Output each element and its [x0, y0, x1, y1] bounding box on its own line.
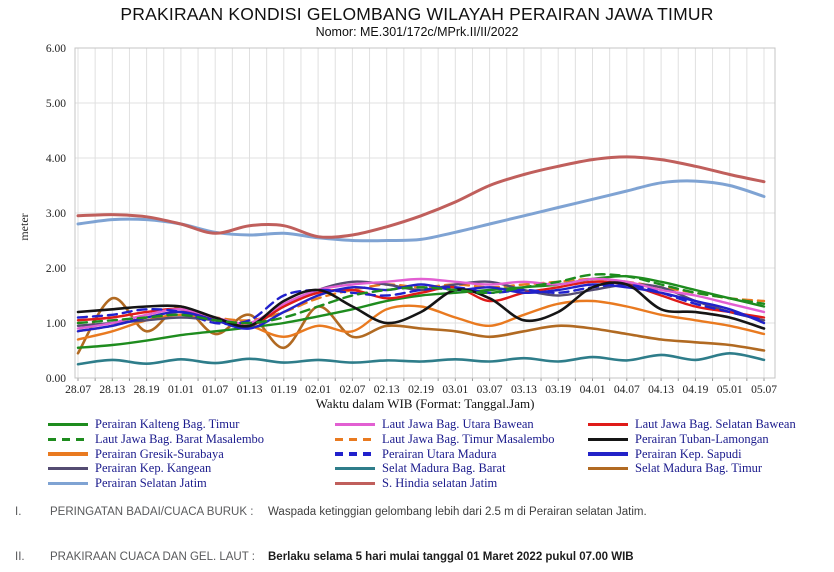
y-tick-label: 4.00: [46, 153, 66, 165]
legend-item-laut-jawa-bag-timur-masalembo: Laut Jawa Bag. Timur Masalembo: [335, 432, 555, 447]
x-axis-title: Waktu dalam WIB (Format: Tanggal.Jam): [315, 396, 535, 411]
legend-label: Perairan Selatan Jatim: [95, 476, 207, 491]
legend-item-s-hindia-selatan-jatim: S. Hindia selatan Jatim: [335, 476, 555, 491]
x-tick-label: 05.01: [717, 384, 743, 396]
y-axis-title: meter: [17, 213, 31, 240]
legend-item-perairan-utara-madura: Perairan Utara Madura: [335, 447, 555, 462]
legend-label: Perairan Tuban-Lamongan: [635, 431, 769, 446]
x-tick-label: 02.13: [374, 384, 400, 396]
page-title: PRAKIRAAN KONDISI GELOMBANG WILAYAH PERA…: [120, 4, 714, 24]
x-tick-label: 02.01: [305, 384, 331, 396]
legend-item-perairan-kalteng-bag-timur: Perairan Kalteng Bag. Timur: [48, 417, 264, 432]
legend-swatch: [588, 437, 628, 441]
legend-label: Perairan Kep. Kangean: [95, 461, 212, 476]
y-tick-label: 3.00: [46, 208, 66, 220]
x-tick-label: 04.01: [580, 384, 606, 396]
series-line-s-hindia-selatan-jatim: [76, 155, 766, 239]
note-label: PERINGATAN BADAI/CUACA BURUK :: [50, 506, 254, 518]
x-tick-label: 28.13: [99, 384, 125, 396]
legend-column: Laut Jawa Bag. Utara Bawean Laut Jawa Bag…: [335, 417, 555, 491]
legend-label: Perairan Gresik-Surabaya: [95, 446, 224, 461]
legend-label: Laut Jawa Bag. Timur Masalembo: [382, 431, 555, 446]
note-text: Berlaku selama 5 hari mulai tanggal 01 M…: [268, 551, 634, 563]
x-tick-label: 01.13: [237, 384, 263, 396]
legend-label: Laut Jawa Bag. Utara Bawean: [382, 416, 534, 431]
legend-item-perairan-kep-sapudi: Perairan Kep. Sapudi: [588, 447, 796, 462]
note-text: Waspada ketinggian gelombang lebih dari …: [268, 506, 647, 518]
legend-label: Selat Madura Bag. Barat: [382, 461, 506, 476]
legend-item-perairan-gresik-surabaya: Perairan Gresik-Surabaya: [48, 447, 264, 462]
legend-swatch: [48, 422, 88, 427]
x-tick-label: 28.19: [134, 384, 160, 396]
y-tick-label: 6.00: [46, 43, 66, 55]
x-tick-label: 04.07: [614, 384, 640, 396]
document-number: Nomor: ME.301/172c/MPrk.II/II/2022: [315, 25, 519, 39]
x-tick-label: 03.01: [442, 384, 468, 396]
series-line-perairan-kep-kangean: [76, 280, 766, 328]
x-tick-label: 05.07: [751, 384, 777, 396]
legend-swatch: [48, 452, 88, 456]
x-tick-label: 03.19: [545, 384, 571, 396]
chart-legend: Perairan Kalteng Bag. Timur Laut Jawa Bag…: [0, 417, 834, 497]
x-tick-label: 01.07: [202, 384, 228, 396]
x-tick-label: 28.07: [65, 384, 91, 396]
legend-item-selat-madura-bag-timur: Selat Madura Bag. Timur: [588, 461, 796, 476]
x-tick-label: 04.13: [648, 384, 674, 396]
series-line-laut-jawa-bag-barat-masalembo: [76, 273, 766, 325]
note-label: PRAKIRAAN CUACA DAN GEL. LAUT :: [50, 551, 255, 563]
legend-label: Perairan Kalteng Bag. Timur: [95, 416, 240, 431]
legend-item-laut-jawa-bag-selatan-bawean: Laut Jawa Bag. Selatan Bawean: [588, 417, 796, 432]
series-line-laut-jawa-bag-utara-bawean: [76, 277, 766, 330]
legend-column: Perairan Kalteng Bag. Timur Laut Jawa Bag…: [48, 417, 264, 491]
x-tick-label: 03.07: [477, 384, 503, 396]
wave-height-chart: 0.00 1.00 2.00 3.00 4.00 5.00 6.00 28.07 28.13 28…: [17, 43, 777, 396]
legend-item-laut-jawa-bag-barat-masalembo: Laut Jawa Bag. Barat Masalembo: [48, 432, 264, 447]
legend-item-perairan-tuban-lamongan: Perairan Tuban-Lamongan: [588, 432, 796, 447]
legend-column: Laut Jawa Bag. Selatan Bawean Perairan Tu…: [588, 417, 796, 476]
legend-swatch: [48, 437, 88, 441]
legend-label: Perairan Utara Madura: [382, 446, 497, 461]
series-line-perairan-kalteng-bag-timur: [76, 275, 766, 349]
x-tick-label: 02.19: [408, 384, 434, 396]
x-tick-label: 04.19: [682, 384, 708, 396]
legend-label: S. Hindia selatan Jatim: [382, 476, 498, 491]
legend-swatch: [588, 422, 628, 427]
legend-swatch: [588, 467, 628, 471]
y-tick-label: 2.00: [46, 263, 66, 275]
legend-swatch: [335, 437, 375, 441]
x-tick-label: 01.01: [168, 384, 194, 396]
legend-label: Laut Jawa Bag. Selatan Bawean: [635, 416, 796, 431]
legend-swatch: [335, 422, 375, 427]
legend-swatch: [335, 481, 375, 486]
note-numeral: II.: [15, 551, 25, 563]
series-line-perairan-tuban-lamongan: [76, 281, 766, 330]
x-tick-label: 03.13: [511, 384, 537, 396]
legend-item-selat-madura-bag-barat: Selat Madura Bag. Barat: [335, 461, 555, 476]
legend-swatch: [335, 452, 375, 456]
legend-swatch: [588, 452, 628, 456]
y-tick-label: 1.00: [46, 318, 66, 330]
series-line-selat-madura-bag-barat: [76, 352, 766, 366]
legend-label: Laut Jawa Bag. Barat Masalembo: [95, 431, 265, 446]
y-tick-label: 5.00: [46, 98, 66, 110]
legend-item-perairan-kep-kangean: Perairan Kep. Kangean: [48, 461, 264, 476]
note-numeral: I.: [15, 506, 22, 518]
x-tick-label: 01.19: [271, 384, 297, 396]
legend-item-perairan-selatan-jatim: Perairan Selatan Jatim: [48, 476, 264, 491]
legend-item-laut-jawa-bag-utara-bawean: Laut Jawa Bag. Utara Bawean: [335, 417, 555, 432]
plot-border: [74, 47, 776, 379]
legend-swatch: [48, 481, 88, 486]
legend-swatch: [48, 467, 88, 471]
y-tick-label: 0.00: [46, 373, 66, 385]
legend-label: Selat Madura Bag. Timur: [635, 461, 763, 476]
legend-swatch: [335, 467, 375, 471]
legend-label: Perairan Kep. Sapudi: [635, 446, 742, 461]
x-tick-label: 02.07: [339, 384, 365, 396]
